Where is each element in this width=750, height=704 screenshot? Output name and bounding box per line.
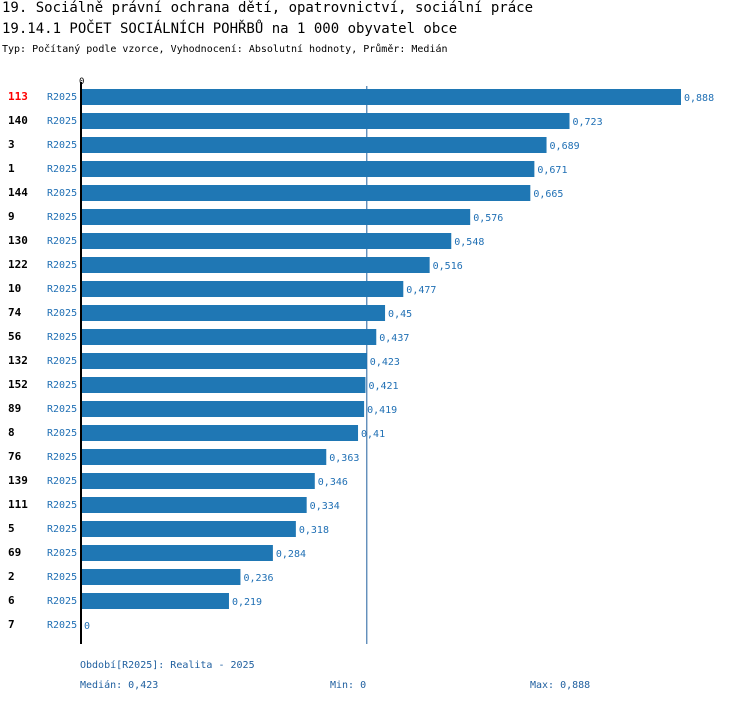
- bar: [81, 329, 377, 345]
- data-label: 0,423: [370, 357, 400, 368]
- data-label: 0,548: [454, 237, 484, 248]
- min-readout: Min: 0: [330, 680, 367, 691]
- bar: [81, 473, 315, 489]
- bar: [81, 353, 367, 369]
- bar: [81, 185, 531, 201]
- data-label: 0,516: [433, 261, 463, 272]
- row-period-label: R2025: [47, 428, 77, 439]
- data-label: 0,363: [329, 453, 359, 464]
- data-label: 0,671: [537, 165, 567, 176]
- data-label: 0,419: [367, 405, 397, 416]
- row-id-label: 130: [8, 234, 28, 247]
- data-label: 0,888: [684, 93, 714, 104]
- row-id-label: 113: [8, 90, 28, 103]
- row-period-label: R2025: [47, 284, 77, 295]
- row-id-label: 69: [8, 546, 21, 559]
- bar: [81, 521, 296, 537]
- row-period-label: R2025: [47, 572, 77, 583]
- row-period-label: R2025: [47, 404, 77, 415]
- row-period-label: R2025: [47, 164, 77, 175]
- row-period-label: R2025: [47, 356, 77, 367]
- row-period-label: R2025: [47, 500, 77, 511]
- row-period-label: R2025: [47, 236, 77, 247]
- bar: [81, 281, 404, 297]
- bar: [81, 161, 535, 177]
- row-id-label: 152: [8, 378, 28, 391]
- chart-title: 19.14.1 POČET SOCIÁLNÍCH POHŘBŮ na 1 000…: [2, 21, 458, 37]
- row-id-label: 132: [8, 354, 28, 367]
- data-label: 0,236: [243, 573, 273, 584]
- bar: [81, 233, 452, 249]
- row-id-label: 3: [8, 138, 15, 151]
- row-id-label: 139: [8, 474, 28, 487]
- bar: [81, 305, 386, 321]
- row-id-label: 9: [8, 210, 15, 223]
- data-label: 0,437: [379, 333, 409, 344]
- bar: [81, 137, 547, 153]
- row-id-label: 5: [8, 522, 15, 535]
- row-id-label: 10: [8, 282, 21, 295]
- bar: [81, 113, 570, 129]
- bar: [81, 593, 229, 609]
- row-id-label: 7: [8, 618, 15, 631]
- data-label: 0: [84, 621, 90, 632]
- row-period-label: R2025: [47, 524, 77, 535]
- row-period-label: R2025: [47, 380, 77, 391]
- row-id-label: 1: [8, 162, 15, 175]
- data-label: 0,665: [533, 189, 563, 200]
- row-period-label: R2025: [47, 548, 77, 559]
- data-label: 0,41: [361, 429, 385, 440]
- data-label: 0,45: [388, 309, 412, 320]
- row-id-label: 74: [8, 306, 22, 319]
- row-id-label: 56: [8, 330, 22, 343]
- bar: [81, 497, 307, 513]
- data-label: 0,334: [310, 501, 340, 512]
- bar: [81, 449, 327, 465]
- row-id-label: 8: [8, 426, 15, 439]
- row-id-label: 111: [8, 498, 28, 511]
- data-label: 0,477: [406, 285, 436, 296]
- period-note: Období[R2025]: Realita - 2025: [80, 660, 255, 671]
- data-label: 0,284: [276, 549, 306, 560]
- row-period-label: R2025: [47, 212, 77, 223]
- row-period-label: R2025: [47, 596, 77, 607]
- row-period-label: R2025: [47, 92, 77, 103]
- bar: [81, 89, 681, 105]
- data-label: 0,421: [368, 381, 398, 392]
- bar: [81, 377, 366, 393]
- data-label: 0,219: [232, 597, 262, 608]
- data-label: 0,346: [318, 477, 348, 488]
- row-id-label: 2: [8, 570, 15, 583]
- row-id-label: 140: [8, 114, 28, 127]
- row-id-label: 122: [8, 258, 28, 271]
- page-title: 19. Sociálně právní ochrana dětí, opatro…: [2, 0, 534, 16]
- row-id-label: 76: [8, 450, 22, 463]
- row-period-label: R2025: [47, 308, 77, 319]
- data-label: 0,689: [550, 141, 580, 152]
- bar-chart: 0 113 R2025 0,888 140 R2025 0,723 3 R2025 0,689 1 R…: [8, 77, 714, 644]
- row-period-label: R2025: [47, 620, 77, 631]
- row-id-label: 89: [8, 402, 21, 415]
- bar: [81, 401, 365, 417]
- bar: [81, 257, 430, 273]
- row-id-label: 6: [8, 594, 15, 607]
- row-period-label: R2025: [47, 476, 77, 487]
- data-label: 0,318: [299, 525, 329, 536]
- data-label: 0,576: [473, 213, 503, 224]
- bar: [81, 209, 471, 225]
- chart-info: Typ: Počítaný podle vzorce, Vyhodnocení:…: [2, 44, 448, 55]
- data-label: 0,723: [573, 117, 603, 128]
- bar: [81, 425, 359, 441]
- max-readout: Max: 0,888: [530, 680, 591, 691]
- row-period-label: R2025: [47, 452, 77, 463]
- bar: [81, 569, 241, 585]
- row-period-label: R2025: [47, 116, 77, 127]
- row-period-label: R2025: [47, 140, 77, 151]
- row-id-label: 144: [8, 186, 28, 199]
- row-period-label: R2025: [47, 188, 77, 199]
- bar: [81, 545, 273, 561]
- row-period-label: R2025: [47, 260, 77, 271]
- row-period-label: R2025: [47, 332, 77, 343]
- median-readout: Medián: 0,423: [80, 680, 159, 691]
